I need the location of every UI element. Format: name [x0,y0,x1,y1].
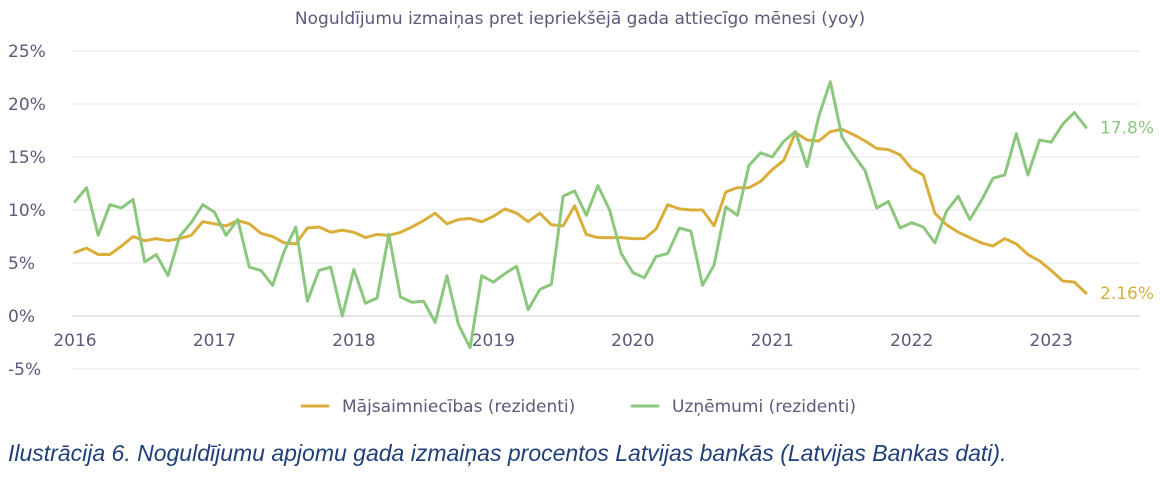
end-labels: 2.16% 17.8% [1100,118,1154,304]
x-tick-label: 2023 [1030,331,1073,351]
legend-label: Mājsaimniecības (rezidenti) [342,397,575,417]
y-tick-label: -5% [8,360,41,380]
legend: Mājsaimniecības (rezidenti) Uzņēmumi (rez… [300,397,856,417]
series-line-1 [73,127,1088,295]
x-tick-label: 2021 [751,331,794,351]
y-axis: 25% 20% 15% 10% 5% 0% -5% [8,42,46,380]
x-tick-label: 2017 [193,331,236,351]
chart-title: Noguldījumu izmaiņas pret iepriekšējā ga… [295,9,865,29]
y-tick-label: 0% [8,307,35,327]
series-line-2 [73,80,1088,350]
legend-label: Uzņēmumi (rezidenti) [672,397,856,417]
x-tick-label: 2020 [611,331,654,351]
y-tick-label: 10% [8,201,46,221]
x-tick-label: 2016 [53,331,96,351]
x-tick-label: 2019 [472,331,515,351]
y-tick-label: 20% [8,95,46,115]
x-tick-label: 2018 [332,331,375,351]
x-axis: 2016 2017 2018 2019 2020 2021 2022 2023 [53,331,1072,351]
figure-caption: Ilustrācija 6. Noguldījumu apjomu gada i… [8,440,1007,466]
y-tick-label: 25% [8,42,46,62]
y-tick-label: 5% [8,254,35,274]
end-value-label: 2.16% [1100,284,1154,304]
series-layer [73,80,1088,350]
y-tick-label: 15% [8,148,46,168]
x-tick-label: 2022 [890,331,933,351]
grid-lines [72,50,1140,370]
end-value-label: 17.8% [1100,118,1154,138]
